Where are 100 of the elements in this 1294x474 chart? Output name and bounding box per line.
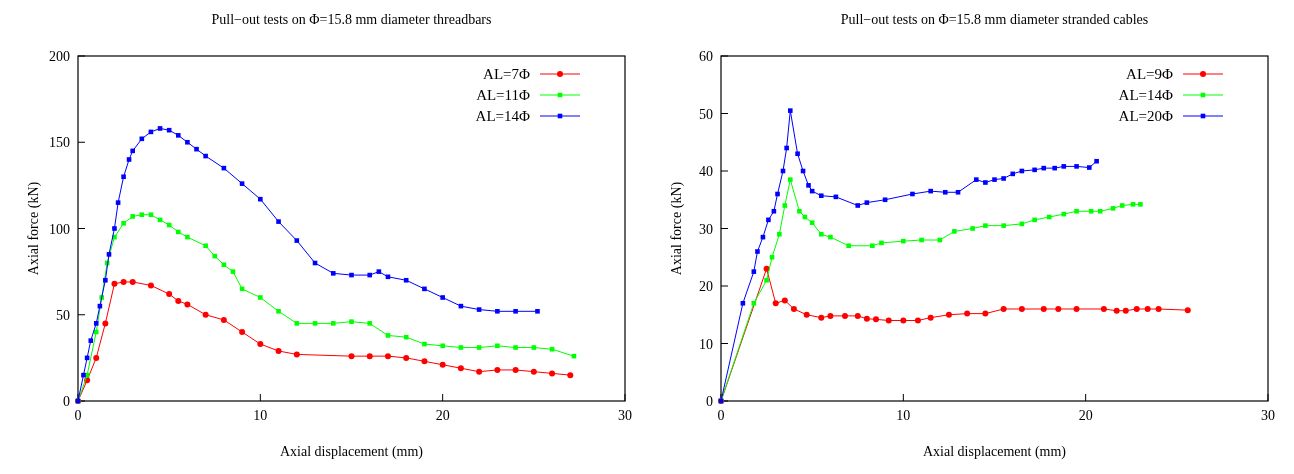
point — [531, 345, 537, 350]
point — [919, 237, 924, 243]
point — [384, 353, 391, 360]
legend-label: AL=14Φ — [475, 108, 531, 124]
chart-title: Pull−out tests on Φ=15.8 mm diameter stranded cables — [840, 12, 1149, 27]
point — [294, 238, 300, 243]
point — [910, 191, 915, 197]
point — [964, 310, 971, 317]
x-tick-label: 20 — [435, 408, 450, 423]
point — [782, 203, 788, 208]
point — [1061, 164, 1067, 169]
point — [175, 133, 181, 138]
point — [790, 306, 797, 312]
legend-label: AL=9Φ — [1126, 66, 1174, 82]
point — [818, 193, 824, 199]
point — [276, 309, 281, 314]
point — [1001, 176, 1006, 181]
point — [147, 282, 154, 289]
point — [202, 311, 209, 318]
point — [530, 368, 537, 375]
point — [1001, 223, 1006, 228]
point — [795, 151, 800, 157]
point — [130, 214, 135, 219]
point — [764, 277, 769, 283]
point — [93, 329, 99, 335]
point — [422, 341, 427, 347]
point — [900, 317, 907, 324]
point — [88, 338, 94, 343]
point — [349, 272, 354, 278]
point — [366, 353, 373, 360]
point — [740, 300, 746, 306]
point — [952, 229, 957, 234]
y-tick-label: 10 — [699, 336, 713, 352]
point — [1097, 208, 1103, 214]
point — [93, 321, 99, 326]
x-axis-title: Axial displacement (mm) — [922, 444, 1067, 460]
point — [928, 188, 933, 194]
point — [818, 314, 825, 321]
point — [751, 269, 757, 274]
y-tick-label: 0 — [63, 394, 70, 409]
point — [567, 372, 574, 379]
point — [809, 220, 815, 226]
point — [1041, 165, 1047, 171]
point — [421, 358, 428, 365]
point — [120, 278, 127, 285]
point — [983, 223, 988, 228]
point — [422, 286, 427, 292]
point — [175, 229, 181, 235]
point — [1074, 164, 1079, 169]
point — [1133, 306, 1140, 312]
point — [806, 183, 811, 188]
point — [257, 341, 264, 348]
x-tick-label: 10 — [253, 408, 268, 423]
point — [854, 312, 861, 319]
point — [139, 212, 145, 217]
point — [403, 334, 409, 340]
point — [148, 212, 154, 217]
point — [769, 254, 775, 260]
x-axis-title: Axial displacement (mm) — [279, 444, 424, 460]
point — [121, 174, 126, 180]
point — [828, 234, 833, 240]
point — [784, 145, 789, 151]
point — [1155, 306, 1162, 312]
point — [927, 314, 934, 321]
point — [945, 311, 952, 318]
point — [870, 243, 875, 249]
point — [992, 177, 997, 182]
point — [115, 200, 121, 205]
y-tick-label: 0 — [706, 394, 713, 409]
point — [1073, 306, 1080, 312]
point — [230, 269, 236, 274]
point — [879, 240, 884, 246]
point — [157, 126, 163, 131]
legend-label: AL=7Φ — [483, 66, 531, 82]
point — [367, 272, 373, 278]
x-tick-label: 20 — [1078, 408, 1093, 423]
x-tick-label: 0 — [74, 408, 82, 423]
point — [1055, 306, 1062, 312]
y-tick-label: 200 — [49, 49, 70, 64]
y-tick-label: 20 — [699, 279, 713, 294]
point — [983, 180, 988, 185]
point — [106, 252, 112, 257]
point — [494, 366, 501, 373]
point — [1094, 158, 1099, 164]
point — [476, 368, 483, 375]
point — [982, 310, 989, 317]
point — [775, 191, 780, 197]
y-tick-label: 100 — [49, 221, 70, 237]
point — [166, 291, 173, 298]
point — [777, 231, 782, 237]
point — [457, 365, 464, 372]
point — [1138, 202, 1143, 207]
point — [512, 366, 519, 373]
point — [458, 345, 464, 350]
y-tick-label: 60 — [699, 49, 713, 64]
point — [772, 300, 779, 307]
point — [841, 312, 848, 319]
point — [495, 309, 500, 314]
point — [882, 197, 888, 203]
y-axis-title: Axial force (kN) — [26, 181, 42, 276]
